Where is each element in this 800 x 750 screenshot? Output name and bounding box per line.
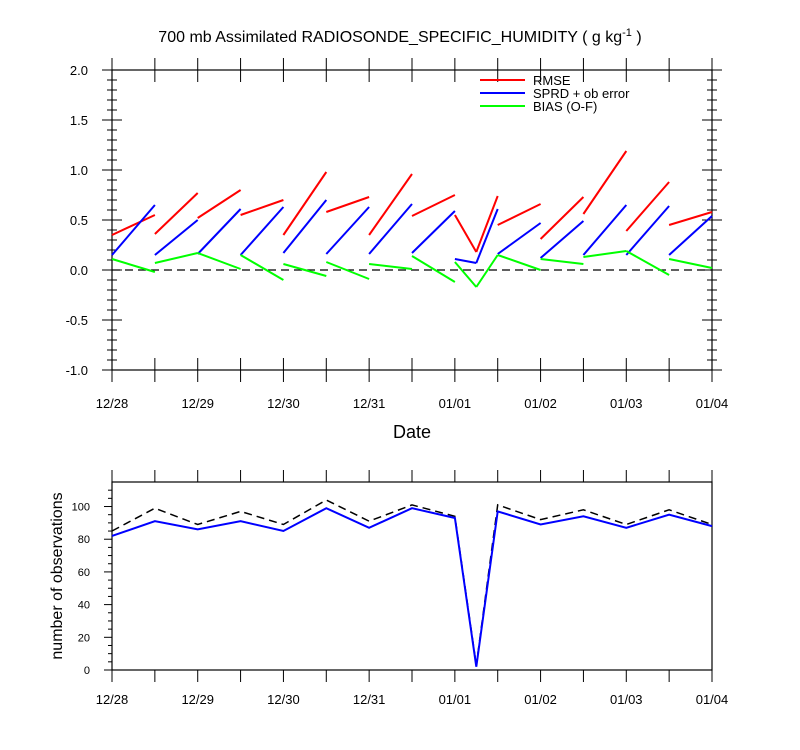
series-sprd-line <box>368 203 413 255</box>
series-bias-line <box>540 258 584 265</box>
series-bias-line <box>625 250 670 276</box>
chart-title: 700 mb Assimilated RADIOSONDE_SPECIFIC_H… <box>158 27 641 46</box>
legend-bias-label: BIAS (O-F) <box>533 99 597 114</box>
series-rmse-line <box>454 214 478 253</box>
series-sprd-line <box>625 205 670 256</box>
series-bias-line <box>154 252 198 264</box>
x-tick-label: 12/29 <box>181 396 214 411</box>
legend-sprd-label: SPRD + ob error <box>533 86 630 101</box>
series-rmse-line <box>282 171 328 236</box>
y-tick-label: -0.5 <box>66 313 88 328</box>
series-bias-line <box>368 263 413 270</box>
series-sprd-line <box>411 210 456 254</box>
x-tick-label: 01/01 <box>439 692 472 707</box>
y-tick-label: -1.0 <box>66 363 88 378</box>
series-bias-line <box>497 254 541 271</box>
series-sprd-line <box>325 206 370 255</box>
series-rmse-line <box>539 196 585 240</box>
series-rmse-line <box>497 203 542 226</box>
series-rmse-line <box>154 192 199 235</box>
series-sprd-line <box>582 204 628 256</box>
y-tick-label: 0 <box>84 665 90 677</box>
x-tick-label: 12/30 <box>267 692 300 707</box>
x-tick-label: 12/28 <box>96 396 129 411</box>
series-rmse-line <box>625 181 670 232</box>
series-sprd-line <box>454 258 477 264</box>
series-bias-line <box>411 255 456 283</box>
x-tick-label: 01/04 <box>696 692 729 707</box>
series-bias-line <box>454 261 478 288</box>
top-plot-frame <box>111 69 713 371</box>
series-sprd-line <box>239 206 285 256</box>
series-sprd-line <box>668 215 713 256</box>
series-bias-line <box>111 258 156 273</box>
series-rmse-line <box>197 189 242 219</box>
x-tick-label: 01/02 <box>524 692 557 707</box>
series-bias-line <box>475 254 499 288</box>
top-plot: -1.0 -0.5 0.0 0.5 1.0 1.5 2.0 12/28 12/29 12/30 12… <box>66 58 729 442</box>
y-tick-label: 100 <box>72 502 90 514</box>
y-tick-label: 1.5 <box>70 113 88 128</box>
x-tick-label: 12/30 <box>267 396 300 411</box>
y-tick-label: 20 <box>78 632 90 644</box>
bottom-plot-frame <box>111 481 713 671</box>
series-rmse-line <box>668 211 713 226</box>
series-bias-line <box>325 261 370 280</box>
y-tick-label: 40 <box>78 600 90 612</box>
series-sprd-line <box>196 208 242 255</box>
observations-dashed-line <box>111 499 713 666</box>
series-bias-line <box>668 258 713 269</box>
series-bias-line <box>240 254 284 281</box>
series-rmse-line <box>111 214 156 236</box>
y-tick-label: 1.0 <box>70 163 88 178</box>
series-sprd-line <box>475 208 499 264</box>
y-tick-label: 2.0 <box>70 63 88 78</box>
series-rmse-line <box>368 173 413 236</box>
x-tick-label: 01/04 <box>696 396 729 411</box>
series-sprd-line <box>539 220 585 259</box>
series-rmse-line <box>411 194 456 217</box>
observations-solid-line <box>111 507 713 667</box>
series-bias-line <box>283 263 327 277</box>
y-axis-label: number of observations <box>49 492 66 659</box>
series-sprd-line <box>154 219 199 256</box>
series-bias-line <box>197 252 241 270</box>
y-tick-label: 0.5 <box>70 213 88 228</box>
series-bias-line <box>583 250 627 258</box>
series-sprd-line <box>497 222 542 255</box>
series-rmse-line <box>325 196 370 213</box>
x-tick-label: 01/01 <box>439 396 472 411</box>
legend-rmse-label: RMSE <box>533 73 571 88</box>
series-sprd-line <box>282 199 328 254</box>
bottom-plot: 0 20 40 60 80 100 12/28 12/29 12/30 12/31 01/01 01/… <box>49 470 728 707</box>
x-tick-label: 12/28 <box>96 692 129 707</box>
series-rmse-line <box>240 199 284 216</box>
x-tick-label: 01/03 <box>610 396 643 411</box>
y-tick-label: 80 <box>78 534 90 546</box>
x-tick-label: 12/29 <box>181 692 214 707</box>
x-tick-label: 12/31 <box>353 396 386 411</box>
series-rmse-line <box>475 195 499 253</box>
series-rmse-line <box>582 150 628 215</box>
y-tick-label: 0.0 <box>70 263 88 278</box>
x-tick-label: 01/02 <box>524 396 557 411</box>
x-axis-label: Date <box>393 422 431 442</box>
y-tick-label: 60 <box>78 567 90 579</box>
series-sprd-line <box>111 204 156 256</box>
x-tick-label: 01/03 <box>610 692 643 707</box>
x-tick-label: 12/31 <box>353 692 386 707</box>
